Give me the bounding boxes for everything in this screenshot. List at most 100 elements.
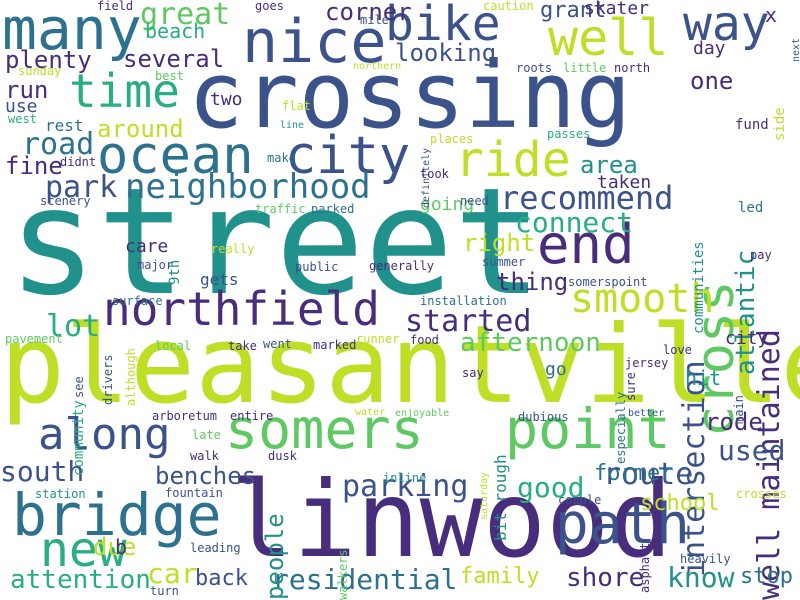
word-street: street xyxy=(8,156,543,328)
word-used: used xyxy=(718,434,786,467)
word-family: family xyxy=(460,564,540,589)
word-route: route xyxy=(603,457,694,492)
word-pleasantville: pleasantville xyxy=(0,303,800,428)
word-south: south xyxy=(0,455,85,488)
word-recommend: recommend xyxy=(500,179,674,217)
word-say: say xyxy=(462,366,484,380)
word-looking: looking xyxy=(395,39,497,67)
word-jersey: jersey xyxy=(625,356,669,370)
word-inline: inline xyxy=(383,471,427,485)
word-main: main xyxy=(732,394,746,424)
word-next: next xyxy=(791,37,800,63)
word-connect: connect xyxy=(515,206,634,239)
word-love: love xyxy=(663,343,692,357)
word-former: former xyxy=(594,461,674,486)
word-taken: taken xyxy=(597,172,652,193)
word-crosses: crosses xyxy=(736,487,787,501)
word-really: really xyxy=(211,242,255,256)
word-going: going xyxy=(420,194,475,215)
word-path: path xyxy=(555,492,690,557)
word-water: water xyxy=(355,407,386,418)
word-especially: especially xyxy=(614,391,628,465)
word-bit-rough: bit rough xyxy=(491,453,510,541)
word-little: little xyxy=(563,61,607,75)
word-well: well xyxy=(548,9,669,67)
word-people: people xyxy=(261,513,289,600)
word-new: new xyxy=(40,522,127,578)
word-somerspoint: somerspoint xyxy=(568,275,648,289)
word-make: make xyxy=(267,151,296,165)
word-linwood: linwood xyxy=(230,459,673,581)
word-west: west xyxy=(8,112,37,126)
word-gets: gets xyxy=(200,270,239,289)
word-fountain: fountain xyxy=(165,486,223,500)
word-dusk: dusk xyxy=(268,449,297,463)
word-pavement: pavement xyxy=(5,332,63,346)
word-point: point xyxy=(505,397,671,461)
word-station: station xyxy=(35,487,86,501)
word-beach: beach xyxy=(145,19,206,43)
word-see: see xyxy=(72,375,86,398)
word-leading: leading xyxy=(190,541,241,555)
word-crossing: crossing xyxy=(188,42,632,149)
word-benches: benches xyxy=(155,462,257,490)
word-runner: runner xyxy=(356,332,400,346)
word-take: take xyxy=(228,339,257,353)
word-several: several xyxy=(123,45,225,73)
word-turn: turn xyxy=(150,584,179,598)
word-right: right xyxy=(463,229,536,257)
word-shore: shore xyxy=(566,563,645,593)
word-mile: mile xyxy=(360,13,389,27)
word-area: area xyxy=(580,151,638,179)
word-way: way xyxy=(683,0,770,52)
word-pay: pay xyxy=(750,248,772,262)
word-fine: fine xyxy=(5,152,63,180)
word-northern: northern xyxy=(353,61,402,72)
word-north: north xyxy=(614,61,651,75)
word-lot: lot xyxy=(46,309,101,344)
word-heavily: heavily xyxy=(680,552,731,566)
word-city: city xyxy=(725,328,769,349)
word-hit: hit xyxy=(685,366,722,390)
word-two: two xyxy=(210,89,243,110)
word-time: time xyxy=(69,64,180,118)
word-rode: rode xyxy=(705,408,763,436)
word-car: car xyxy=(147,557,198,590)
word-led: led xyxy=(738,200,764,216)
word-asphalt: asphalt xyxy=(638,541,652,593)
word-around: around xyxy=(97,115,184,143)
word-roots: roots xyxy=(516,61,553,75)
word-couple: couple xyxy=(558,493,602,507)
word-went: went xyxy=(263,337,292,351)
word-field: field xyxy=(97,0,134,13)
word-need: need xyxy=(460,194,489,208)
word-road: road xyxy=(22,127,95,162)
word-attention: attention xyxy=(10,565,151,595)
word-walk: walk xyxy=(190,449,219,463)
word-places: places xyxy=(430,132,474,146)
word-go: go xyxy=(545,359,567,380)
word-walkers: walkers xyxy=(336,549,350,600)
word-atlantic: atlantic xyxy=(731,249,761,376)
word-run: run xyxy=(5,76,49,104)
word-know: know xyxy=(667,561,735,594)
word-food: food xyxy=(410,333,439,347)
word-goes: goes xyxy=(255,0,284,13)
word-along: along xyxy=(38,409,171,460)
word-many: many xyxy=(2,0,142,63)
word-end: end xyxy=(537,213,635,276)
word-one: one xyxy=(690,67,734,95)
word-started: started xyxy=(405,304,532,339)
word-nice: nice xyxy=(242,7,387,77)
word-installation: installation xyxy=(420,294,507,308)
word-thing: thing xyxy=(496,268,569,296)
word-bridge: bridge xyxy=(12,481,222,549)
word-parking: parking xyxy=(342,469,469,504)
word-residential: residential xyxy=(272,563,458,596)
word-northfield: northfield xyxy=(103,282,380,336)
word-enjoyable: enjoyable xyxy=(395,408,450,419)
word-surface: surface xyxy=(112,294,163,308)
word-arboretum: arboretum xyxy=(152,409,218,423)
word-dubious: dubious xyxy=(518,410,569,424)
word-day: day xyxy=(693,38,726,59)
